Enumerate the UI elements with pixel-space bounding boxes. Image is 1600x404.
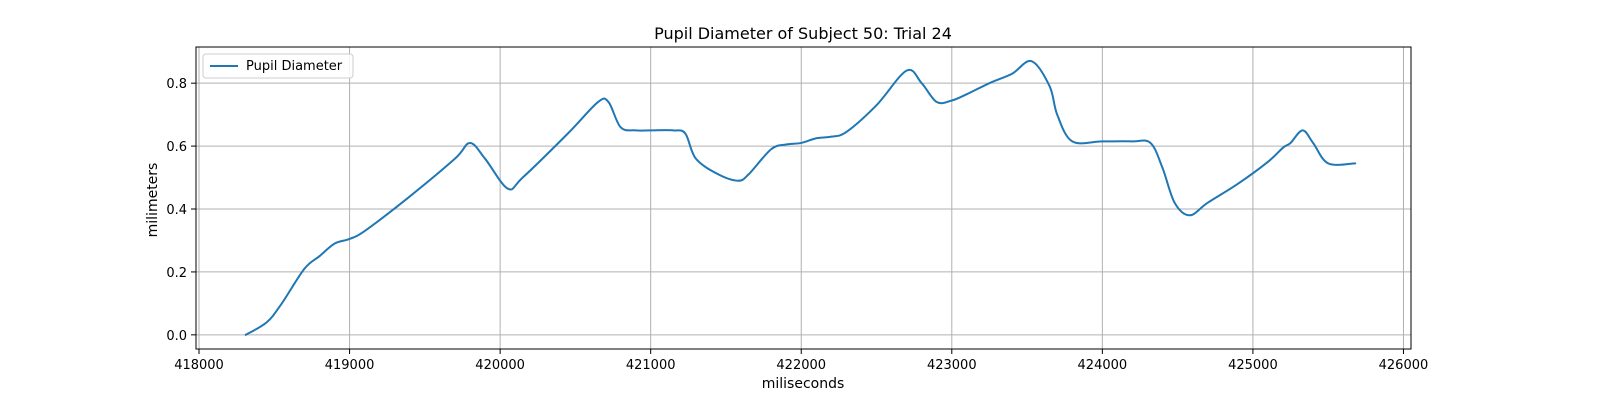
x-tick-label: 423000 [927, 358, 977, 373]
y-tick-label: 0.2 [166, 266, 187, 281]
x-axis-label: miliseconds [762, 376, 845, 392]
x-tick-label: 425000 [1228, 358, 1278, 373]
x-tick-label: 421000 [626, 358, 676, 373]
x-tick-label: 420000 [475, 358, 525, 373]
y-tick-label: 0.6 [166, 140, 187, 155]
chart-title: Pupil Diameter of Subject 50: Trial 24 [654, 24, 952, 43]
grid-layer [196, 47, 1411, 349]
y-tick-label: 0.4 [166, 203, 187, 218]
x-tick-label: 424000 [1078, 358, 1128, 373]
y-tick-label: 0.0 [166, 329, 187, 344]
legend: Pupil Diameter [202, 53, 354, 79]
x-tick-label: 426000 [1379, 358, 1429, 373]
plot-frame [195, 46, 1412, 350]
legend-box [202, 53, 354, 79]
y-axis: 0.0 0.2 0.4 0.6 0.8 [166, 77, 196, 344]
y-tick-label: 0.8 [166, 77, 187, 92]
x-tick-label: 422000 [776, 358, 826, 373]
y-axis-label: milimeters [145, 163, 161, 238]
x-tick-label: 418000 [174, 358, 224, 373]
x-tick-label: 419000 [325, 358, 375, 373]
x-axis: 418000 419000 420000 421000 422000 423000 4240… [174, 349, 1428, 373]
series-line-pupil-diameter [244, 59, 1357, 336]
legend-label-pupil-diameter: Pupil Diameter [246, 59, 343, 74]
